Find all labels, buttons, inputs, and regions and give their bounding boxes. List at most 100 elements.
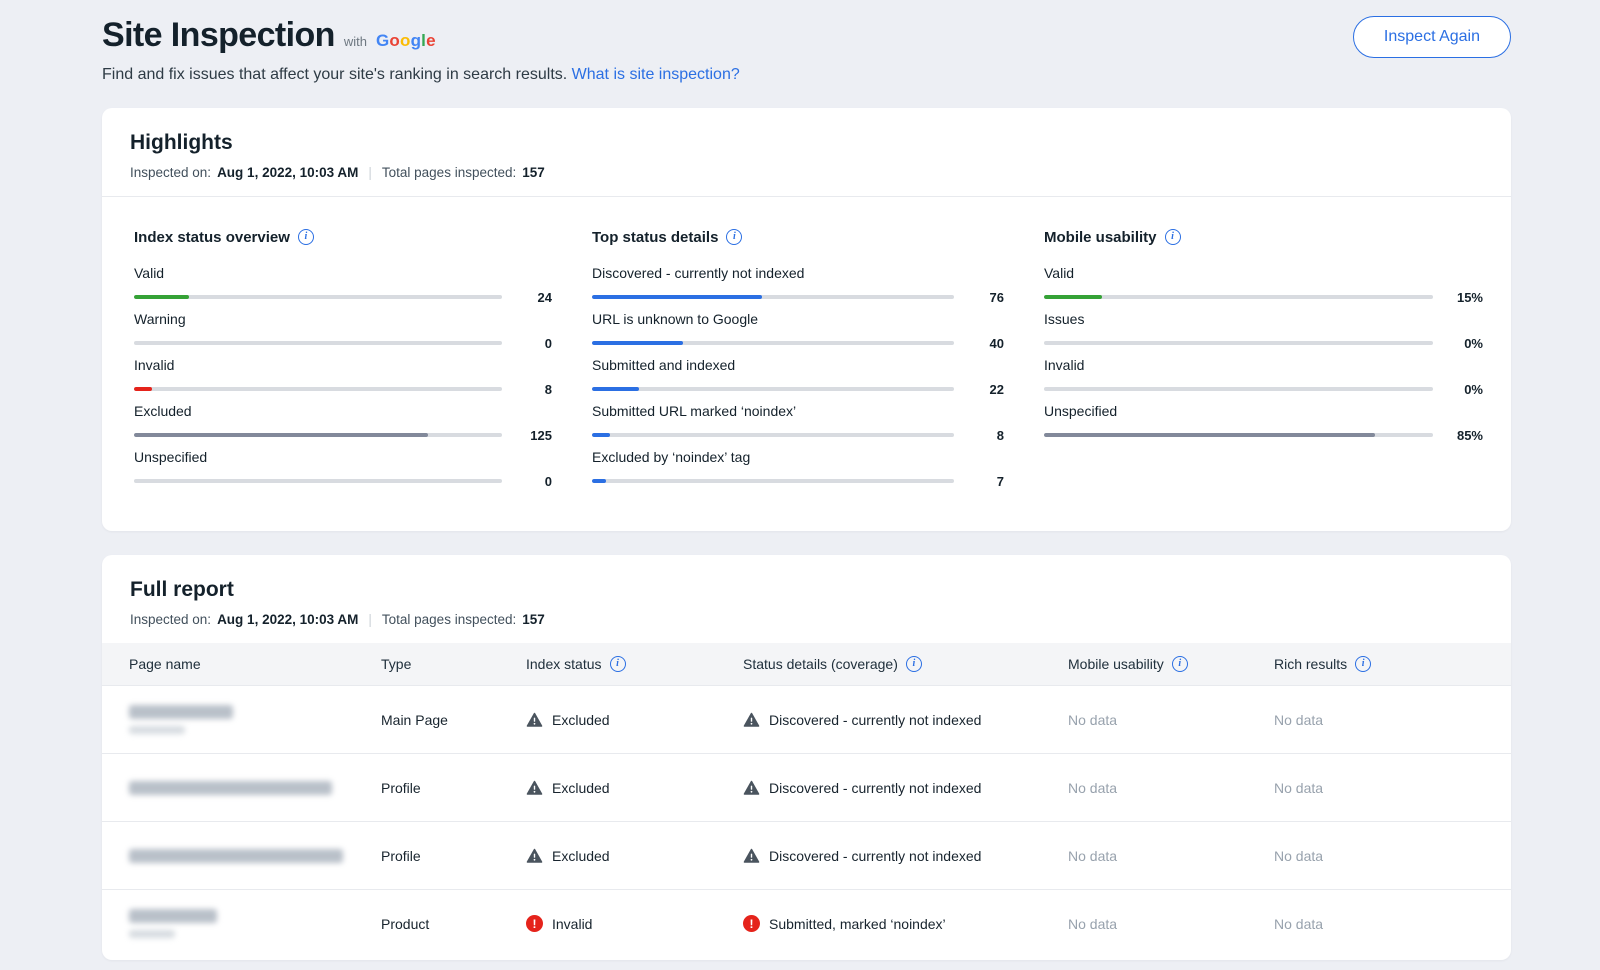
chart-title: Index status overview (134, 228, 290, 246)
bar-track (592, 295, 954, 299)
error-icon: ! (743, 915, 760, 932)
rich-results-cell: No data (1274, 847, 1324, 864)
info-icon[interactable]: i (726, 229, 743, 245)
bar-track (592, 387, 954, 391)
info-icon[interactable]: i (609, 656, 626, 672)
page-name-cell (129, 909, 381, 938)
warning-icon (743, 848, 760, 864)
table-column-header: Status details (coverage) i (743, 656, 1068, 672)
total-pages-label: Total pages inspected: (381, 612, 517, 627)
status-label: Submitted, marked ‘noindex’ (769, 915, 946, 932)
total-pages-label: Total pages inspected: (381, 165, 517, 180)
what-is-site-inspection-link[interactable]: What is site inspection? (571, 66, 740, 83)
info-icon[interactable]: i (1171, 656, 1188, 672)
table-row[interactable]: Profile Excluded Discovered - currently … (102, 753, 1511, 821)
bar-value: 22 (989, 381, 1004, 397)
meta-separator: | (368, 165, 372, 180)
index-status-cell: Excluded (526, 780, 743, 796)
report-table-body: Main Page Excluded Discovered - currentl… (102, 685, 1511, 957)
bar-track (134, 341, 502, 345)
bar-value: 0% (1464, 335, 1483, 351)
rich-results-cell: No data (1274, 915, 1324, 932)
bar-track (592, 433, 954, 437)
highlights-charts: Index status overview i Valid 24 Warning… (102, 197, 1511, 531)
page-type: Main Page (381, 711, 448, 728)
mobile-usability-cell: No data (1068, 779, 1118, 796)
google-letter: g (410, 31, 422, 50)
warning-icon (743, 712, 760, 728)
index-status-cell: ! Invalid (526, 915, 743, 932)
highlights-card: Highlights Inspected on: Aug 1, 2022, 10… (102, 108, 1511, 531)
bar-category-label: Warning (134, 311, 186, 327)
bar-track (592, 341, 954, 345)
full-report-title: Full report (130, 578, 234, 601)
bar-row: Unspecified 85% (1044, 403, 1483, 443)
redacted-page-name (129, 909, 217, 923)
bar-value: 0% (1464, 381, 1483, 397)
meta-separator: | (368, 612, 372, 627)
bar-value: 125 (530, 427, 552, 443)
page-header-text: Site Inspection with Google Find and fix… (102, 14, 740, 84)
bar-fill (592, 295, 763, 299)
redacted-page-name (129, 705, 233, 719)
bar-fill (134, 295, 190, 299)
chart-bars: Discovered - currently not indexed 76 UR… (592, 265, 1004, 489)
column-label: Page name (129, 656, 201, 672)
bar-track (134, 479, 502, 483)
bar-row: Excluded by ‘noindex’ tag 7 (592, 449, 1004, 489)
bar-track (134, 295, 502, 299)
table-row[interactable]: Profile Excluded Discovered - currently … (102, 821, 1511, 889)
mobile-usability-cell: No data (1068, 915, 1118, 932)
bar-category-label: Excluded by ‘noindex’ tag (592, 449, 751, 465)
status-label: Discovered - currently not indexed (769, 779, 982, 796)
bar-value: 0 (544, 335, 552, 351)
status-label: Discovered - currently not indexed (769, 711, 982, 728)
bar-row: Issues 0% (1044, 311, 1483, 351)
google-letter: e (426, 31, 436, 50)
rich-results-cell: No data (1274, 779, 1324, 796)
column-label: Type (381, 656, 412, 672)
bar-row: Valid 24 (134, 265, 552, 305)
mobile-usability-cell: No data (1068, 711, 1118, 728)
bar-category-label: Issues (1044, 311, 1085, 327)
inspect-again-button[interactable]: Inspect Again (1352, 16, 1511, 58)
warning-icon (526, 780, 543, 796)
mobile-usability-cell: No data (1068, 847, 1118, 864)
bar-fill (592, 341, 683, 345)
warning-icon (526, 712, 543, 728)
report-table-header: Page name Type Index status i Status det… (102, 643, 1511, 685)
bar-category-label: Submitted and indexed (592, 357, 736, 373)
total-pages-value: 157 (522, 165, 545, 180)
bar-value: 15% (1456, 289, 1483, 305)
column-label: Rich results (1274, 656, 1348, 672)
info-icon[interactable]: i (1164, 229, 1181, 245)
bar-category-label: Unspecified (1044, 403, 1118, 419)
table-row[interactable]: Main Page Excluded Discovered - currentl… (102, 685, 1511, 753)
page-type: Product (381, 915, 430, 932)
bar-fill (592, 387, 640, 391)
bar-fill (592, 479, 607, 483)
table-column-header: Index status i (526, 656, 743, 672)
full-report-meta: Inspected on: Aug 1, 2022, 10:03 AM | To… (130, 612, 1483, 627)
column-label: Mobile usability (1068, 656, 1164, 672)
bar-row: Warning 0 (134, 311, 552, 351)
bar-row: URL is unknown to Google 40 (592, 311, 1004, 351)
page-name-cell (129, 705, 381, 734)
status-details-cell: Discovered - currently not indexed (743, 712, 1068, 728)
inspected-on-value: Aug 1, 2022, 10:03 AM (217, 612, 359, 627)
info-icon[interactable]: i (905, 656, 922, 672)
table-column-header: Rich results i (1274, 656, 1491, 672)
section-divider (102, 196, 1511, 197)
bar-category-label: Invalid (134, 357, 175, 373)
info-icon[interactable]: i (297, 229, 314, 245)
bar-track (1044, 295, 1433, 299)
chart-title: Top status details (592, 228, 719, 246)
rich-results-cell: No data (1274, 711, 1324, 728)
table-row[interactable]: Product ! Invalid ! Submitted, marked ‘n… (102, 889, 1511, 957)
info-icon[interactable]: i (1355, 656, 1372, 672)
bar-fill (134, 433, 429, 437)
redacted-page-name (129, 780, 332, 795)
column-label: Status details (coverage) (743, 656, 898, 672)
redacted-page-name (129, 930, 175, 938)
